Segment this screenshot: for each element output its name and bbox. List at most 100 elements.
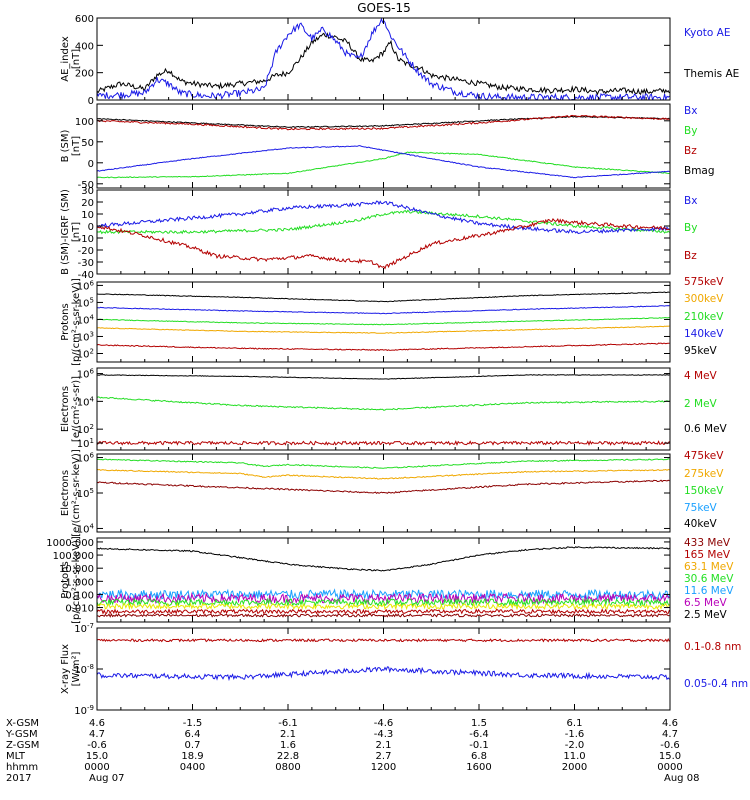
- x-axis-cell: 2.1: [280, 729, 296, 740]
- series-group: [97, 114, 670, 179]
- legend-entry: 0.05-0.4 nm: [684, 678, 748, 690]
- legend-entry: By: [684, 222, 697, 234]
- x-axis-cell: 6.4: [185, 729, 201, 740]
- y-tick-label: 0.100: [65, 590, 94, 601]
- x-axis-cell: 6.8: [471, 751, 487, 762]
- y-tick-label: 0: [88, 96, 94, 107]
- x-axis-cell: 0800: [275, 762, 300, 773]
- x-axis-cell: 4.7: [662, 729, 678, 740]
- series-line-bz: [97, 114, 670, 131]
- panel-protons2: 0.010 0.100 1.000 10.000 100.000 1000.000 Prot…: [46, 536, 734, 624]
- legend-entry: 2 MeV: [684, 398, 718, 410]
- series-line-575kev: [97, 342, 670, 352]
- legend-entry: 30.6 MeV: [684, 573, 734, 585]
- y-axis-label: B (SM): [60, 129, 71, 162]
- y-tick-label: 1.000: [65, 577, 94, 588]
- y-tick-label: 20: [81, 198, 94, 209]
- y-tick-label: 100.000: [53, 551, 94, 562]
- x-axis-cell: 18.9: [181, 751, 203, 762]
- legend-entry: 63.1 MeV: [684, 561, 734, 573]
- series-line-0-1-0-8-nm: [97, 638, 670, 643]
- legend-entry: Bz: [684, 250, 697, 262]
- series-line-165-mev: [97, 608, 670, 615]
- legend-entry: 140keV: [684, 328, 724, 340]
- legend-entry: 2.5 MeV: [684, 609, 728, 621]
- y-tick-label: -30: [78, 258, 94, 269]
- series-group: [97, 291, 670, 352]
- series-line-0-6-mev: [97, 374, 670, 380]
- x-axis-cell: 6.1: [567, 718, 583, 729]
- panel-ae: 0 200 400 600 AE_index [nT] Kyoto AE Themis AE: [60, 14, 739, 107]
- series-line-275kev: [97, 468, 670, 480]
- y-axis-label: Electrons: [60, 386, 71, 432]
- x-axis-cell: 2.7: [376, 751, 392, 762]
- x-axis-cell: 1.6: [280, 740, 296, 751]
- series-line-6-5-mev: [97, 592, 670, 605]
- series-line-bx: [97, 200, 670, 235]
- y-tick-label: 200: [75, 69, 94, 80]
- x-axis-cell: -0.1: [469, 740, 489, 751]
- series-line-kyoto-ae: [97, 18, 670, 100]
- y-axis-label: [W/m²]: [71, 651, 82, 686]
- series-line-themis-ae: [97, 32, 670, 96]
- legend-entry: 575keV: [684, 276, 724, 288]
- legend-entry: 0.6 MeV: [684, 423, 728, 435]
- y-axis-label: Protons: [60, 303, 71, 340]
- x-axis-table: X-GSMY-GSMZ-GSMMLThhmm20174.64.7-0.615.0…: [5, 718, 699, 784]
- y-tick-label: 1000.000: [46, 538, 94, 549]
- x-axis-cell: -6.1: [278, 718, 298, 729]
- y-tick-label: 30: [81, 186, 94, 197]
- y-axis-label: Electrons: [60, 470, 71, 516]
- x-axis-row-label: X-GSM: [6, 718, 39, 729]
- x-axis-cell: 2.1: [376, 740, 392, 751]
- x-axis-cell: 22.8: [277, 751, 299, 762]
- panel-frame: [96, 367, 671, 451]
- legend-entry: Kyoto AE: [684, 27, 730, 39]
- series-line-433-mev: [97, 612, 670, 618]
- series-line-30-6-mev: [97, 597, 670, 608]
- x-axis-row-label: 2017: [6, 773, 31, 784]
- y-tick-label: 0: [88, 159, 94, 170]
- y-axis-label: [nT]: [71, 222, 82, 242]
- panel-frame: [96, 453, 671, 533]
- y-tick-label: 50: [81, 138, 94, 149]
- x-axis-cell: 15.0: [659, 751, 681, 762]
- x-axis-row-label: MLT: [6, 751, 26, 762]
- series-line-300kev: [97, 325, 670, 334]
- y-tick-label: 10-9: [74, 704, 94, 717]
- x-axis-cell: -0.6: [87, 740, 107, 751]
- y-tick-label: -40: [78, 270, 94, 281]
- y-axis-label: [p/(cm²-s-sr-keV)]: [71, 278, 82, 366]
- y-tick-label: -50: [78, 180, 94, 191]
- legend-entry: 433 MeV: [684, 537, 731, 549]
- x-axis-cell: 0.7: [185, 740, 201, 751]
- y-tick-label: 0: [88, 222, 94, 233]
- x-axis-cell: 15.0: [86, 751, 108, 762]
- series-group: [97, 458, 670, 494]
- x-axis-cell: 0000: [657, 762, 682, 773]
- y-axis-label: X-ray Flux: [60, 644, 71, 694]
- y-axis-label: [nT]: [71, 49, 82, 69]
- legend-entry: 210keV: [684, 311, 724, 323]
- series-group: [97, 200, 670, 270]
- y-axis-label: Protons: [60, 561, 71, 598]
- series-group: [97, 18, 670, 100]
- panel-bsm: -50 0 50 100 B (SM) [nT] Bx By Bz Bmag: [60, 103, 715, 191]
- legend-entry: 6.5 MeV: [684, 597, 728, 609]
- legend-entry: 275keV: [684, 468, 724, 480]
- panel-frame: [96, 17, 671, 101]
- y-tick-label: 0.010: [65, 604, 94, 615]
- y-tick-label: -20: [78, 246, 94, 257]
- x-axis-row-label: Z-GSM: [6, 740, 39, 751]
- y-axis-label: [e/(cm²-s-sr-keV)]: [71, 449, 82, 537]
- legend-entry: 150keV: [684, 485, 724, 497]
- series-line-by: [97, 209, 670, 235]
- legend-entry: Themis AE: [683, 68, 739, 80]
- x-axis-cell: 11.0: [563, 751, 585, 762]
- legend-entry: Bx: [684, 195, 697, 207]
- series-line-140kev: [97, 305, 670, 315]
- y-tick-label: 400: [75, 41, 94, 52]
- y-axis-label: AE_index: [60, 36, 71, 82]
